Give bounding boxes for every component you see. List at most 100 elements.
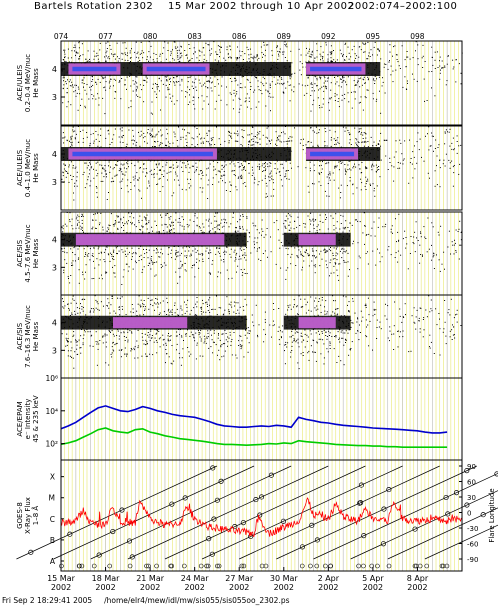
scatter-point — [107, 298, 109, 300]
scatter-point — [342, 252, 344, 254]
scatter-point — [201, 313, 203, 315]
scatter-point — [79, 93, 81, 95]
scatter-point — [154, 302, 155, 304]
scatter-point — [303, 255, 305, 257]
scatter-point — [365, 137, 367, 139]
scatter-point — [114, 223, 116, 225]
scatter-point — [177, 282, 179, 284]
scatter-point — [95, 219, 97, 221]
scatter-point — [173, 82, 175, 84]
scatter-point — [279, 247, 281, 249]
scatter-point — [241, 76, 243, 78]
scatter-point — [159, 177, 161, 179]
scatter-point — [399, 315, 401, 317]
scatter-point — [74, 182, 76, 184]
scatter-point — [332, 255, 334, 256]
scatter-point — [120, 163, 122, 165]
scatter-point — [188, 132, 190, 134]
scatter-point — [315, 250, 317, 252]
scatter-point — [67, 57, 69, 59]
scatter-point — [156, 166, 158, 168]
scatter-point — [74, 167, 76, 169]
scatter-point — [361, 172, 363, 173]
scatter-point — [202, 175, 204, 176]
scatter-point — [156, 58, 158, 60]
scatter-point — [218, 333, 219, 335]
scatter-point — [296, 255, 298, 257]
scatter-point — [114, 265, 116, 267]
scatter-point — [316, 56, 318, 58]
scatter-point — [132, 312, 134, 314]
scatter-point — [285, 170, 287, 172]
scatter-point — [145, 219, 147, 221]
scatter-point — [290, 356, 292, 358]
scatter-point — [252, 222, 254, 224]
scatter-point — [122, 142, 124, 143]
scatter-point — [286, 60, 288, 62]
scatter-point — [67, 355, 69, 357]
scatter-point — [334, 131, 336, 133]
scatter-point — [138, 260, 140, 261]
scatter-point — [359, 101, 361, 103]
scatter-point — [199, 50, 201, 52]
scatter-point — [237, 46, 238, 48]
scatter-point — [319, 265, 321, 267]
scatter-point — [118, 170, 120, 172]
scatter-point — [129, 251, 130, 253]
scatter-point — [160, 109, 161, 111]
scatter-point — [134, 51, 136, 53]
scatter-point — [202, 231, 204, 233]
scatter-point — [235, 232, 237, 233]
scatter-point — [378, 166, 380, 167]
scatter-point — [384, 92, 386, 94]
scatter-point — [87, 50, 89, 52]
scatter-point — [113, 256, 114, 258]
scatter-point — [459, 244, 461, 246]
scatter-point — [217, 228, 219, 230]
scatter-point — [187, 160, 189, 162]
scatter-point — [411, 163, 413, 165]
scatter-point — [412, 151, 414, 153]
scatter-point — [66, 87, 68, 89]
scatter-point — [216, 212, 218, 214]
scatter-point — [132, 268, 134, 270]
scatter-point — [297, 362, 299, 364]
scatter-point — [361, 132, 363, 134]
scatter-point — [194, 171, 196, 173]
scatter-point — [61, 248, 63, 250]
scatter-point — [211, 90, 213, 92]
scatter-point — [330, 272, 332, 274]
scatter-point — [70, 161, 72, 163]
scatter-point — [209, 144, 211, 146]
scatter-point — [333, 138, 335, 140]
scatter-point — [301, 84, 303, 86]
scatter-point — [284, 225, 286, 227]
scatter-point — [140, 41, 142, 43]
scatter-point — [266, 127, 268, 129]
scatter-point — [249, 236, 251, 238]
scatter-point — [160, 142, 162, 144]
scatter-point — [191, 165, 193, 167]
scatter-point — [362, 78, 364, 80]
scatter-point — [77, 86, 79, 88]
scatter-point — [314, 272, 316, 274]
scatter-point — [139, 135, 141, 137]
scatter-point — [269, 140, 271, 142]
scatter-point — [219, 51, 221, 53]
scatter-point — [156, 60, 158, 62]
scatter-point — [279, 83, 281, 85]
scatter-point — [192, 265, 193, 266]
scatter-point — [413, 321, 415, 323]
scatter-point — [77, 109, 79, 111]
scatter-point — [201, 137, 203, 139]
scatter-point — [157, 306, 159, 308]
scatter-point — [394, 257, 396, 258]
scatter-point — [103, 168, 105, 170]
scatter-point — [85, 252, 87, 254]
scatter-point — [181, 90, 183, 92]
scatter-point — [187, 86, 189, 88]
scatter-point — [225, 219, 227, 221]
scatter-point — [71, 85, 73, 87]
scatter-point — [62, 251, 64, 252]
scatter-point — [324, 190, 326, 192]
